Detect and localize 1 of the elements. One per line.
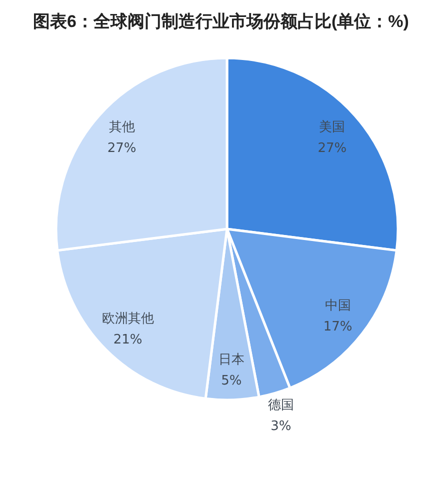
title: 图表6：全球阀门制造行业市场份额占比(单位：%) xyxy=(33,12,409,31)
